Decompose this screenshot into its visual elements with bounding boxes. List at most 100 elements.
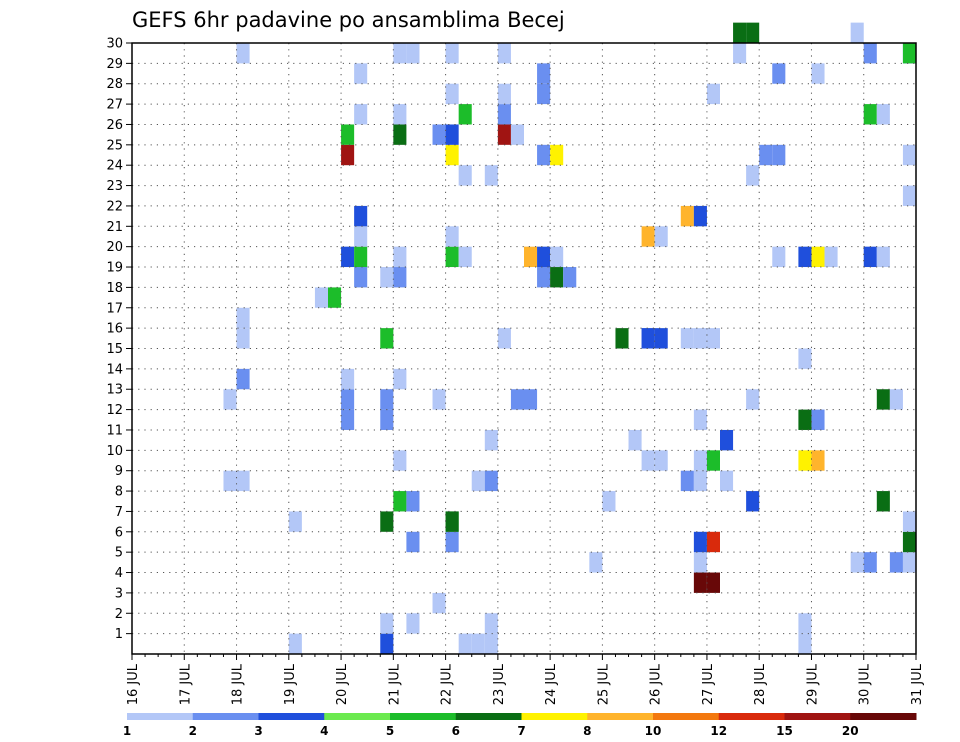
precip-cell [458,246,472,268]
y-tick-label: 6 [115,525,123,540]
colorbar-label: 8 [583,724,591,738]
precip-cell [759,144,773,166]
x-tick-label: 17 JUL [178,663,193,705]
precip-cell [341,144,355,166]
precip-cell [484,470,498,492]
x-tick-label: 20 JUL [335,663,350,705]
precip-cell [693,328,707,349]
precip-cell [811,246,825,268]
precip-cell [772,144,786,166]
precip-cell [524,389,538,410]
precip-cell [693,531,707,553]
precip-cell [641,450,655,471]
x-tick-label: 24 JUL [544,663,559,705]
precip-cell [876,389,890,410]
precip-cell [772,63,786,84]
precip-cell [380,409,394,430]
precip-cell [902,185,916,206]
x-tick-label: 19 JUL [283,663,298,705]
precip-cell [876,246,890,268]
precip-cell [458,165,472,186]
precip-cell [563,267,577,288]
colorbar-swatch [127,713,194,720]
x-tick-label: 29 JUL [805,663,820,705]
precip-cell [889,552,903,573]
precip-cell [798,409,812,430]
precip-cell [497,104,511,125]
precip-cell [693,450,707,471]
precip-cell [850,22,864,43]
precip-cell [863,43,877,64]
precip-cell [341,409,355,430]
y-tick-label: 4 [115,566,123,581]
plot-grid [132,42,916,654]
precip-cell [497,43,511,64]
precip-cell [602,491,616,512]
y-tick-label: 23 [106,179,123,194]
y-tick-label: 30 [106,37,123,52]
precip-cell [497,124,511,145]
precip-cell [445,83,459,105]
y-tick-label: 22 [106,199,123,214]
precip-cell [863,104,877,125]
precip-cell [223,470,237,492]
precip-cell [680,205,694,227]
precip-cell [445,531,459,553]
precip-cell [314,287,328,308]
precip-cell [497,328,511,349]
precip-cell [706,531,720,553]
y-tick-label: 10 [106,444,123,459]
precip-cell [380,511,394,532]
precip-cell [380,267,394,288]
precip-cell [654,450,668,471]
y-tick-label: 20 [106,240,123,255]
y-tick-label: 25 [106,138,123,153]
precip-cell [706,450,720,471]
precip-cell [680,470,694,492]
colorbar-label: 4 [320,724,328,738]
colorbar-label: 1 [123,724,131,738]
precip-cell [236,43,250,64]
precip-cell [798,246,812,268]
precip-cell [471,633,485,654]
x-tick-label: 27 JUL [701,663,716,705]
y-tick-label: 18 [106,281,123,296]
precip-cell [902,511,916,532]
colorbar-label: 7 [517,724,525,738]
precip-cell [654,328,668,349]
precip-cell [693,409,707,430]
precip-cell [236,368,250,390]
precip-cell [550,246,564,268]
y-tick-label: 26 [106,118,123,133]
precip-cell [288,633,302,654]
precip-cell [380,613,394,634]
precip-cell [693,470,707,492]
precip-cell [889,389,903,410]
precip-cell [458,633,472,654]
precip-cell [746,389,760,410]
y-tick-label: 2 [115,607,123,622]
plot-cells [223,22,916,654]
precip-cell [733,22,747,43]
y-tick-label: 19 [106,261,123,276]
colorbar: 1 2 3 4 5 6 7 8 10 12 15 20 [123,713,917,738]
precip-cell [902,531,916,553]
precip-cell [236,470,250,492]
precip-cell [445,124,459,145]
precip-cell [445,43,459,64]
precip-cell [863,246,877,268]
y-tick-label: 29 [106,57,123,72]
precip-cell [706,328,720,349]
colorbar-swatch [455,713,522,720]
x-tick-label: 18 JUL [231,663,246,705]
precip-cell [876,104,890,125]
precip-cell [380,389,394,410]
y-tick-label: 21 [106,220,123,235]
y-tick-label: 15 [106,342,123,357]
precip-cell [550,144,564,166]
x-tick-label: 31 JUL [910,663,925,705]
precip-cell [354,205,368,227]
precip-cell [811,63,825,84]
x-tick-label: 30 JUL [858,663,873,705]
precip-cell [902,43,916,64]
